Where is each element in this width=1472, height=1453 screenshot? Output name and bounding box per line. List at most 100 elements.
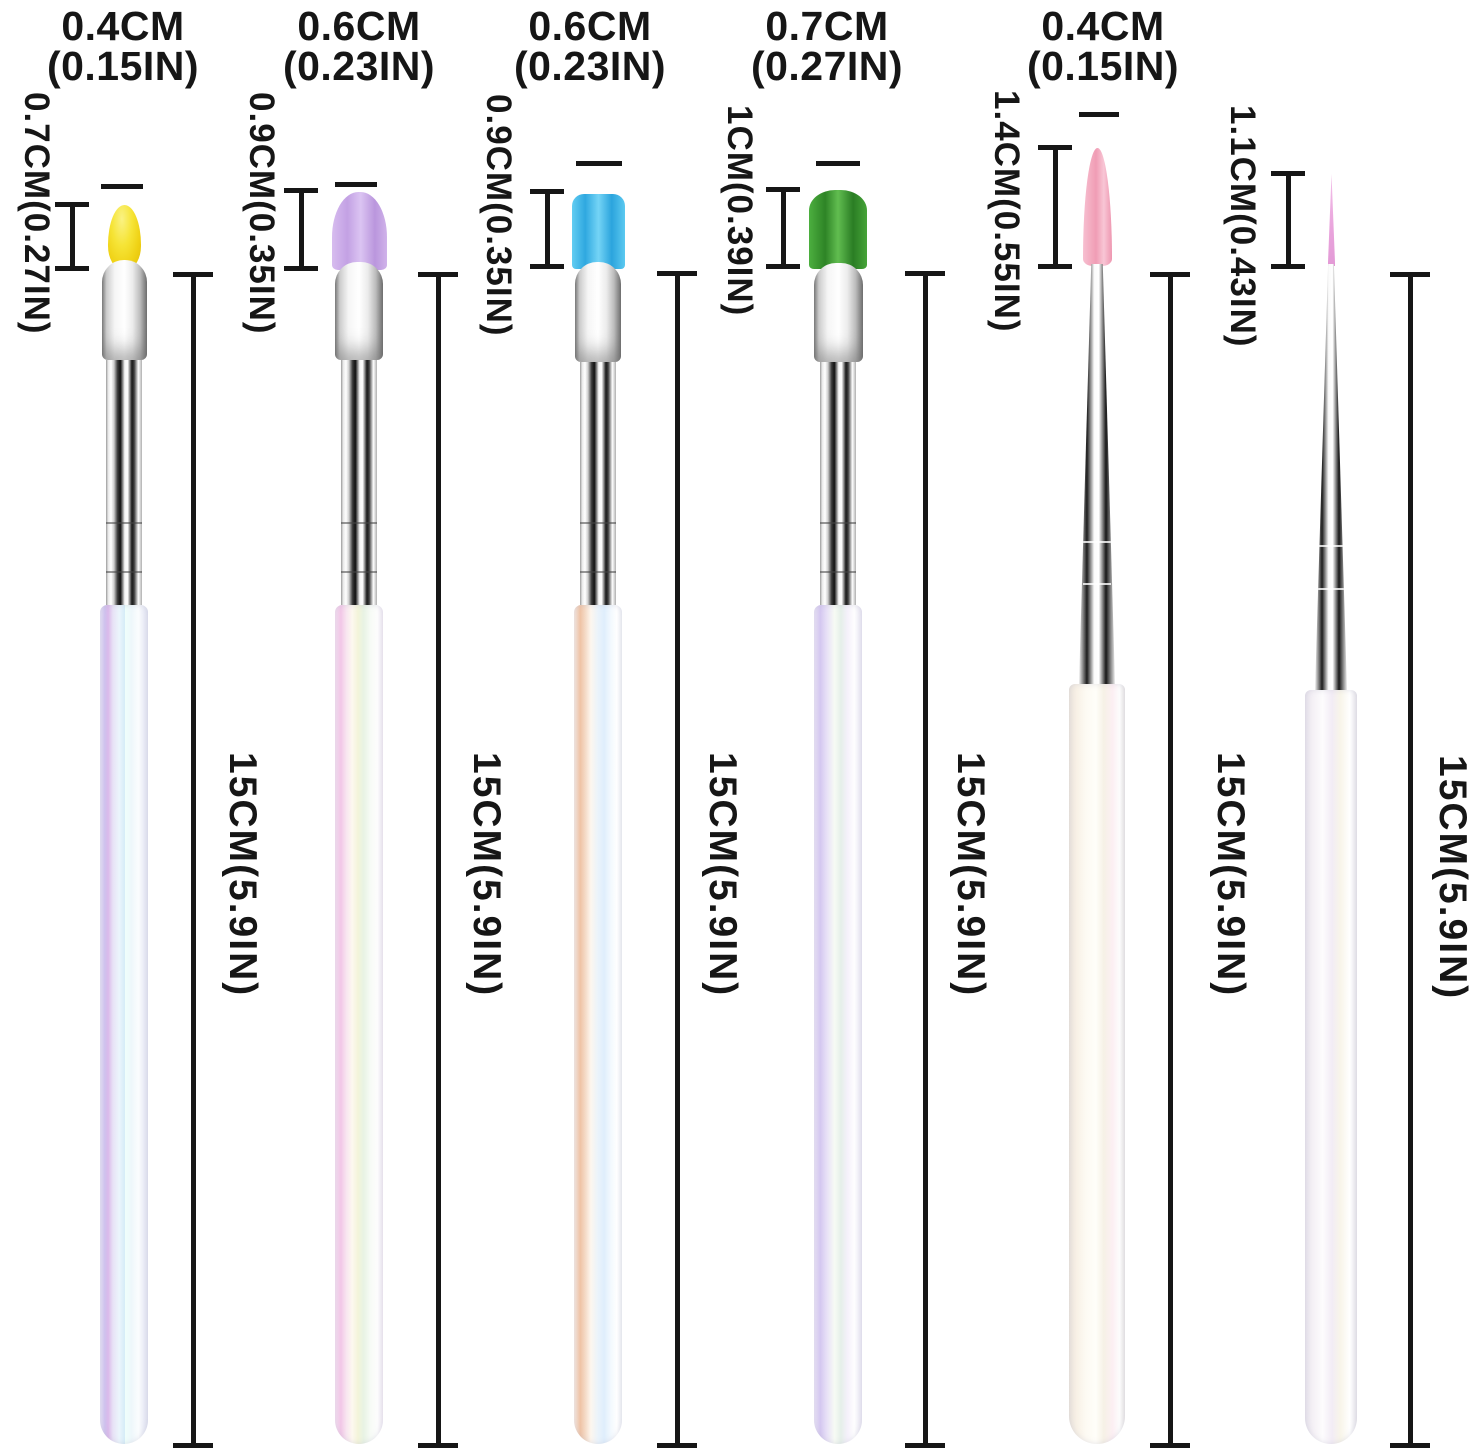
brush-4-total-length-line [905,271,945,1448]
brush-2-width-tick [335,182,377,187]
bracket-cap-bottom [55,266,89,271]
brush-6-total-length-label: 15CM(5.9IN) [1431,755,1472,1001]
brush-4-width-cm: 0.7CM [765,3,889,49]
brush-5-width-tick [1079,112,1119,117]
dimline-stem [190,272,196,1448]
brush-2-total-length-line [418,272,458,1448]
bracket-cap-top [766,187,800,192]
dimline-stem [1407,272,1413,1448]
brush-3-tip-length-bracket [530,189,564,269]
brush-3-width-label: 0.6CM (0.23IN) [470,3,710,89]
brush-1-width-in: (0.15IN) [46,43,200,89]
dimline-cap-bottom [1150,1443,1190,1448]
brush-4-width-in: (0.27IN) [750,43,904,89]
brush-3-ferrule-collar [575,262,621,362]
brush-2-tip-length-bracket [284,188,318,271]
brush-5-width-cm: 0.4CM [1041,3,1165,49]
brush-1-width-tick [101,184,143,189]
brush-3-handle [574,605,622,1444]
brush-1-handle [100,605,148,1444]
brush-1-width-label: 0.4CM (0.15IN) [3,3,243,89]
brush-4-width-tick [816,161,860,166]
dimline-cap-top [657,271,697,276]
brush-3-width-cm: 0.6CM [528,3,652,49]
bracket-stem [544,189,550,269]
bracket-cap-top [1038,145,1072,150]
brush-3-width-tick [576,161,622,166]
brush-5-tip-length-label: 1.4CM(0.55IN) [987,90,1026,333]
brush-3-tip-length-label: 0.9CM(0.35IN) [479,94,518,337]
brush-1-total-length-label: 15CM(5.9IN) [221,752,264,998]
brush-3-total-length-label: 15CM(5.9IN) [701,752,744,998]
brush-4-tip-length-label: 1CM(0.39IN) [720,105,759,317]
brush-3-ferrule-tube [580,362,616,605]
brush-1-ferrule-tube [106,360,142,605]
brush-3-bristle-tip [572,194,625,269]
bracket-cap-bottom [284,266,318,271]
brush-1-width-cm: 0.4CM [61,3,185,49]
brush-6-bristle-tip [1328,174,1335,266]
brush-6-tip-length-label: 1.1CM(0.43IN) [1223,105,1262,348]
brush-2-ferrule-collar [335,262,383,360]
dimline-cap-top [1150,272,1190,277]
dimline-cap-top [1390,272,1430,277]
brush-3-width-in: (0.23IN) [513,43,667,89]
dimline-stem [674,271,680,1448]
brush-6-handle [1305,690,1357,1444]
brush-5-bristle-tip [1083,148,1112,266]
brush-4-handle [814,605,862,1444]
brush-5-tip-length-bracket [1038,145,1072,269]
dimline-cap-top [173,272,213,277]
dimline-stem [1167,272,1173,1448]
dimline-cap-bottom [173,1443,213,1448]
brush-5-total-length-line [1150,272,1190,1448]
brush-5-width-label: 0.4CM (0.15IN) [983,3,1223,89]
dimline-cap-bottom [657,1443,697,1448]
brush-1-bristle-tip [108,205,141,269]
brush-2-handle [335,605,383,1444]
bracket-cap-top [55,202,89,207]
brush-4-total-length-label: 15CM(5.9IN) [949,752,992,998]
brush-4-width-label: 0.7CM (0.27IN) [707,3,947,89]
brush-1-ferrule-collar [102,260,147,360]
bracket-stem [298,188,304,271]
brush-2-bristle-tip [332,192,387,270]
bracket-stem [1052,145,1058,269]
brush-4-bristle-tip [809,190,867,269]
bracket-cap-bottom [1271,264,1305,269]
brush-1-tip-length-bracket [55,202,89,271]
bracket-cap-top [1271,171,1305,176]
brush-1-total-length-line [173,272,213,1448]
brush-4-ferrule-tube [820,362,856,605]
dimline-cap-bottom [905,1443,945,1448]
brush-5-width-in: (0.15IN) [1026,43,1180,89]
brush-2-width-cm: 0.6CM [297,3,421,49]
bracket-stem [1285,171,1291,269]
bracket-cap-bottom [530,264,564,269]
brush-2-width-label: 0.6CM (0.23IN) [239,3,479,89]
bracket-stem [69,202,75,271]
brush-6-ferrule-cone [1315,264,1347,690]
dimline-cap-top [905,271,945,276]
bracket-stem [780,187,786,269]
brush-2-width-in: (0.23IN) [282,43,436,89]
bracket-cap-bottom [1038,264,1072,269]
brush-2-tip-length-label: 0.9CM(0.35IN) [242,92,281,335]
brush-4-tip-length-bracket [766,187,800,269]
bracket-cap-bottom [766,264,800,269]
brush-2-total-length-label: 15CM(5.9IN) [465,752,508,998]
brush-5-handle [1069,684,1125,1444]
brush-2-ferrule-tube [341,360,377,605]
brush-5-ferrule-cone [1079,264,1115,684]
brush-6-total-length-line [1390,272,1430,1448]
brush-6-tip-length-bracket [1271,171,1305,269]
dimline-cap-top [418,272,458,277]
brush-1-tip-length-label: 0.7CM(0.27IN) [17,92,56,335]
